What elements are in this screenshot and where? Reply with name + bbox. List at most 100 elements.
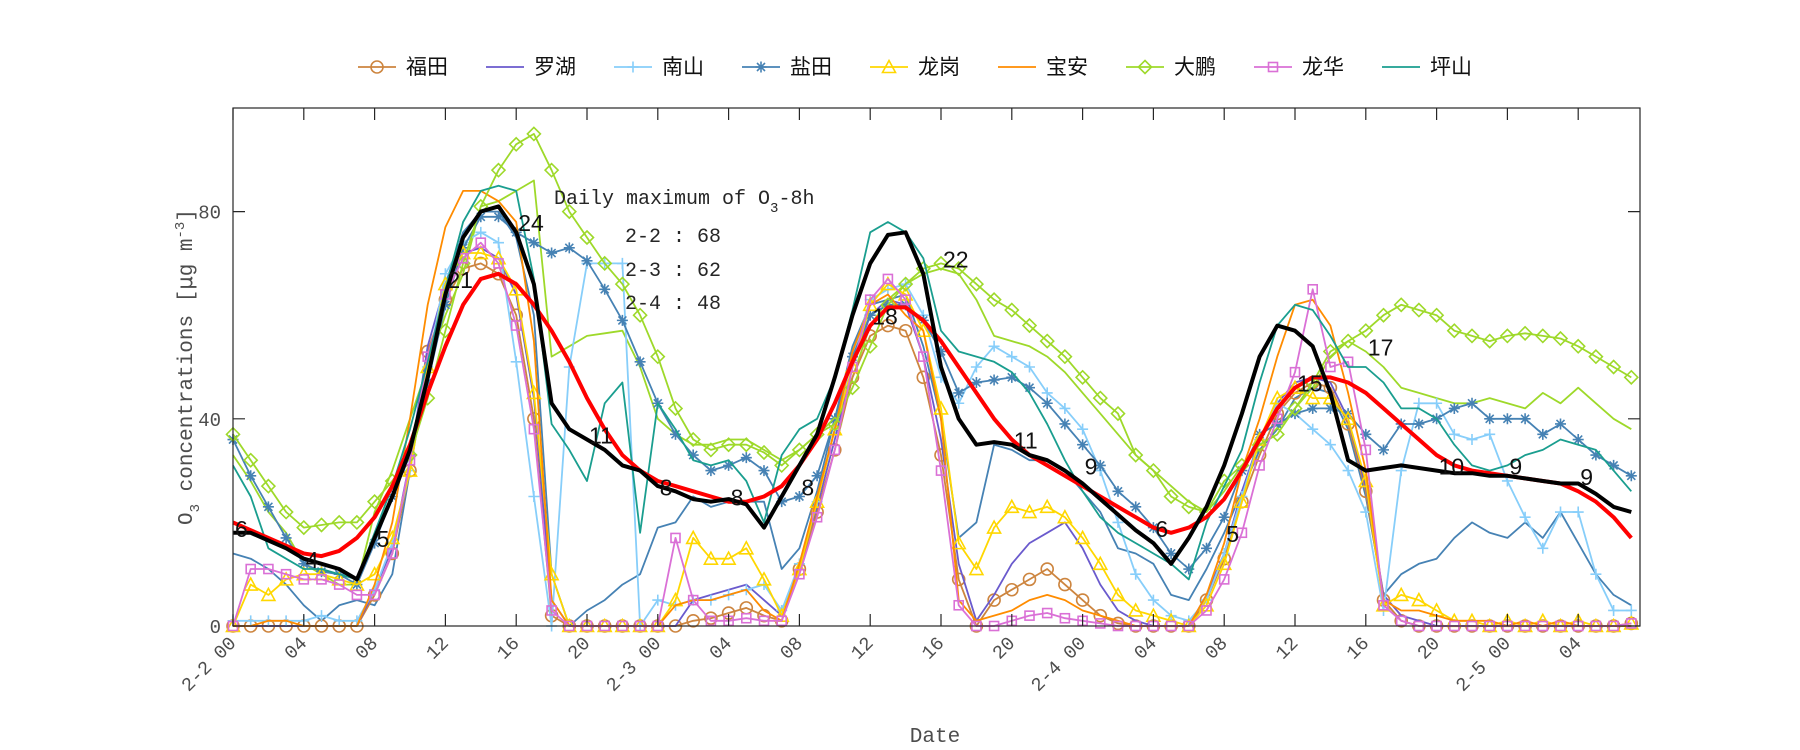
x-tick-label: 12 xyxy=(422,633,454,665)
legend-label: 南山 xyxy=(662,55,704,79)
data-point-大鹏-71 xyxy=(1482,333,1498,349)
annotation-label: 5 xyxy=(377,526,390,552)
data-point-龙岗-44 xyxy=(1003,498,1020,514)
y-tick-label: 0 xyxy=(210,617,221,639)
legend-label: 宝安 xyxy=(1046,55,1088,79)
data-point-大鹏-50 xyxy=(1110,405,1126,422)
data-point-盐田-21 xyxy=(599,283,611,295)
data-point-大鹏-24 xyxy=(650,349,666,365)
data-point-大鹏-6 xyxy=(331,514,347,531)
series-markers-龙岗 xyxy=(225,244,1640,633)
annotation-label: 8 xyxy=(801,474,814,500)
data-point-大鹏-29 xyxy=(738,437,754,453)
data-point-龙华-31 xyxy=(776,615,788,627)
data-point-龙华-64 xyxy=(1360,444,1372,456)
data-point-盐田-78 xyxy=(1608,459,1620,471)
annotation-label: 8 xyxy=(731,485,744,511)
annotation-label: 21 xyxy=(447,267,473,293)
data-point-盐田-75 xyxy=(1555,418,1566,430)
data-point-南山-52 xyxy=(1147,594,1159,606)
data-point-龙华-46 xyxy=(1041,607,1053,619)
data-point-盐田-29 xyxy=(740,452,752,464)
data-point-龙华-1 xyxy=(245,563,256,575)
data-point-盐田-46 xyxy=(1041,397,1053,409)
annotation-label: 22 xyxy=(943,246,969,272)
data-point-南山-50 xyxy=(1112,516,1124,528)
data-point-盐田-49 xyxy=(1094,459,1106,471)
data-point-大鹏-20 xyxy=(579,229,595,246)
x-tick-label: 16 xyxy=(1342,633,1374,665)
data-point-盐田-12 xyxy=(439,299,451,311)
data-point-龙华-39 xyxy=(917,351,929,362)
data-point-盐田-54 xyxy=(1183,563,1195,575)
data-point-南山-47 xyxy=(1059,402,1071,414)
data-point-龙岗-61 xyxy=(1304,389,1321,405)
data-point-大鹏-21 xyxy=(597,255,613,272)
data-point-盐田-33 xyxy=(811,470,823,482)
data-point-盐田-22 xyxy=(616,314,628,326)
x-tick-label: 2-3 00 xyxy=(602,633,666,697)
data-point-福田-14 xyxy=(473,256,488,271)
data-point-龙华-32 xyxy=(794,568,805,580)
data-point-大鹏-2 xyxy=(260,478,277,494)
data-point-南山-68 xyxy=(1431,397,1443,409)
legend-item-坪山: 坪山 xyxy=(1382,55,1472,79)
annotation-label: 8 xyxy=(660,474,673,500)
series-line-盐田 xyxy=(232,215,1632,586)
legend-label: 坪山 xyxy=(1430,55,1472,79)
data-point-南山-75 xyxy=(1555,506,1566,518)
textbox-row-2-2: 2-2 : 68 xyxy=(625,226,721,249)
data-point-盐田-45 xyxy=(1024,382,1035,394)
data-point-盐田-56 xyxy=(1218,511,1230,523)
data-point-龙华-5 xyxy=(316,574,327,585)
data-point-盐田-61 xyxy=(1307,402,1319,414)
data-point-盐田-3 xyxy=(280,532,292,544)
x-tick-label: 20 xyxy=(1413,633,1445,665)
data-point-南山-67 xyxy=(1413,397,1425,409)
data-point-大鹏-4 xyxy=(296,519,312,536)
data-point-盐田-14 xyxy=(475,211,487,223)
data-point-盐田-8 xyxy=(369,537,381,549)
annotation-label: 6 xyxy=(1155,516,1168,542)
data-point-盐田-79 xyxy=(1625,470,1637,482)
data-point-龙华-9 xyxy=(386,548,398,559)
y-tick-label: 80 xyxy=(198,203,221,225)
data-point-福田-26 xyxy=(686,614,701,628)
data-point-龙岗-41 xyxy=(950,534,967,550)
x-tick-label: 08 xyxy=(351,633,383,665)
data-point-盐田-41 xyxy=(953,387,965,399)
data-point-龙华-26 xyxy=(687,594,699,606)
data-point-龙华-33 xyxy=(811,511,823,523)
x-tick-label: 2-4 00 xyxy=(1027,633,1091,697)
data-point-盐田-67 xyxy=(1413,418,1425,430)
data-point-龙岗-45 xyxy=(1021,503,1038,519)
data-point-龙岗-51 xyxy=(1127,602,1144,617)
data-point-龙华-30 xyxy=(758,615,770,627)
data-point-大鹏-28 xyxy=(720,437,737,453)
data-point-南山-43 xyxy=(988,340,1000,352)
x-axis-label: Date xyxy=(910,726,960,749)
data-point-龙岗-28 xyxy=(720,550,737,565)
data-point-盐田-35 xyxy=(847,351,858,363)
data-point-龙岗-67 xyxy=(1411,591,1427,607)
data-point-龙华-55 xyxy=(1201,605,1212,616)
data-point-大鹏-41 xyxy=(951,260,967,277)
legend-item-福田: 福田 xyxy=(358,55,448,79)
data-point-盐田-20 xyxy=(581,255,593,267)
data-point-南山-79 xyxy=(1625,604,1637,616)
data-point-南山-6 xyxy=(333,615,345,627)
annotation-label: 15 xyxy=(1297,371,1323,397)
x-tick-label: 16 xyxy=(918,633,950,665)
x-tick-label: 2-5 00 xyxy=(1452,633,1516,697)
data-point-龙岗-65 xyxy=(1375,597,1392,612)
data-point-南山-14 xyxy=(475,226,487,238)
data-point-龙岗-48 xyxy=(1074,529,1091,545)
legend-label: 大鹏 xyxy=(1174,55,1216,79)
data-point-南山-1 xyxy=(245,615,257,627)
data-point-龙岗-46 xyxy=(1039,498,1056,514)
data-point-大鹏-16 xyxy=(508,136,524,152)
data-point-龙华-17 xyxy=(528,423,540,435)
data-point-龙岗-10 xyxy=(402,462,418,477)
x-tick-label: 12 xyxy=(847,633,879,665)
